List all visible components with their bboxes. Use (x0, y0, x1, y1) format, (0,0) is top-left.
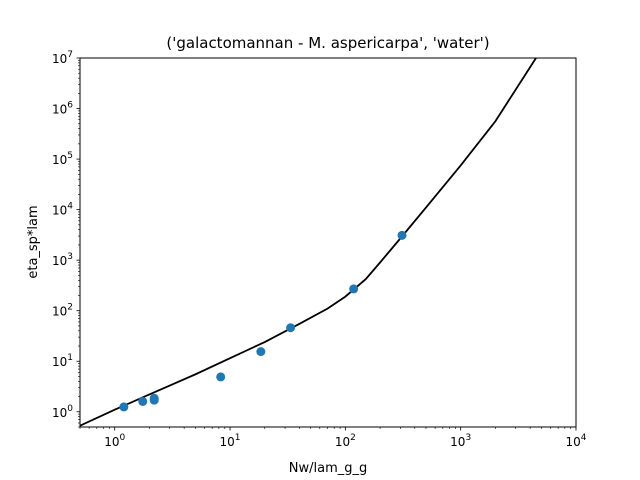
data-point (138, 396, 148, 406)
x-tick-label: 104 (565, 433, 586, 449)
data-point (216, 372, 226, 382)
x-tick-label: 103 (450, 433, 471, 449)
y-axis-label: eta_sp*lam (26, 205, 41, 278)
x-axis: 100 101 102 103 104 (79, 427, 587, 449)
y-tick-label: 105 (52, 151, 73, 167)
x-tick-label: 102 (335, 433, 356, 449)
x-axis-label: Nw/lam_g_g (289, 461, 367, 476)
y-tick-label: 103 (52, 252, 73, 268)
data-point (397, 230, 407, 240)
chart-title: ('galactomannan - M. aspericarpa', 'wate… (166, 34, 489, 52)
fit-line-layer (80, 58, 537, 427)
x-tick-label: 100 (104, 433, 125, 449)
y-tick-label: 107 (52, 50, 73, 66)
data-point (349, 284, 359, 294)
y-tick-label: 104 (52, 202, 73, 218)
fit-line (80, 58, 537, 427)
data-point (286, 323, 296, 333)
scatter-points (119, 230, 407, 412)
y-axis: 100 101 102 103 104 105 106 107 (52, 50, 80, 428)
plot-frame (79, 57, 577, 428)
y-tick-label: 106 (52, 101, 73, 117)
y-tick-label: 100 (52, 404, 73, 420)
x-tick-label: 101 (220, 433, 241, 449)
y-tick-label: 102 (52, 303, 73, 319)
data-point (119, 402, 129, 412)
data-point (149, 393, 159, 403)
y-tick-label: 101 (52, 353, 73, 369)
data-point (256, 347, 266, 357)
